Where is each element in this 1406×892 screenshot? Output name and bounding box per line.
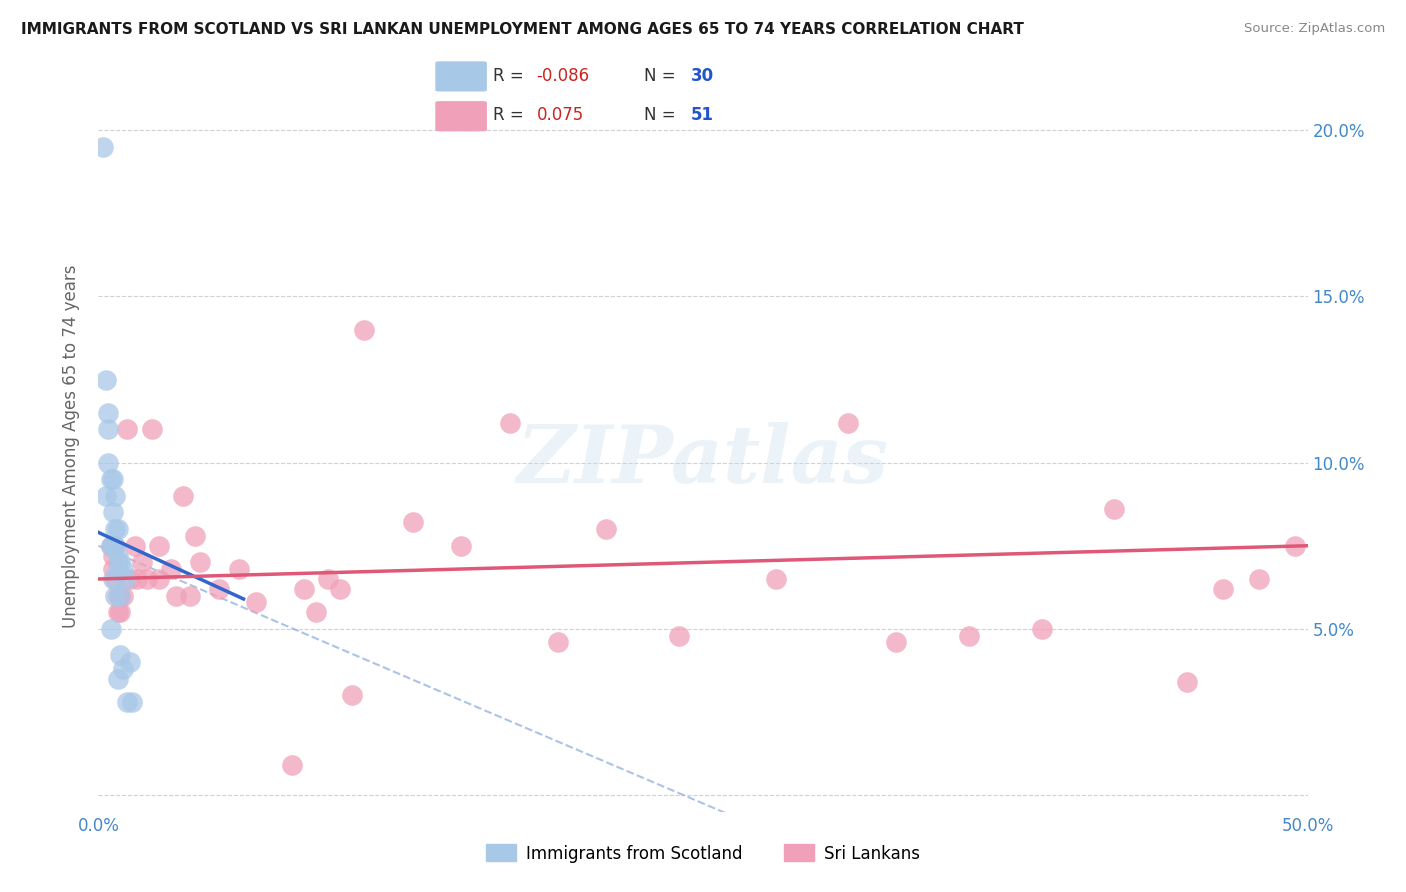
Point [184, 529, 207, 543]
Point [111, 589, 134, 603]
Legend: Immigrants from Scotland, Sri Lankans: Immigrants from Scotland, Sri Lankans [479, 838, 927, 869]
Point [228, 562, 250, 576]
Point [165, 589, 187, 603]
Point [188, 555, 211, 569]
Point [127, 572, 149, 586]
Text: R =: R = [494, 68, 530, 86]
Point [595, 522, 617, 536]
Point [305, 605, 328, 619]
Text: 51: 51 [690, 106, 714, 124]
Point [101, 572, 124, 586]
Point [104, 539, 127, 553]
Point [353, 323, 375, 337]
Text: 0.075: 0.075 [537, 106, 583, 124]
Point [101, 506, 124, 520]
Point [97, 456, 120, 470]
Point [104, 572, 127, 586]
Text: N =: N = [644, 68, 681, 86]
Point [765, 572, 787, 586]
Point [104, 589, 127, 603]
Point [100, 539, 122, 553]
Text: IMMIGRANTS FROM SCOTLAND VS SRI LANKAN UNEMPLOYMENT AMONG AGES 65 TO 74 YEARS CO: IMMIGRANTS FROM SCOTLAND VS SRI LANKAN U… [21, 22, 1024, 37]
Point [97, 406, 120, 420]
Point [104, 539, 127, 553]
Text: 30: 30 [690, 68, 714, 86]
Point [108, 589, 131, 603]
Point [148, 572, 170, 586]
Point [208, 582, 231, 596]
Point [1249, 572, 1271, 586]
Point [117, 695, 139, 709]
Point [108, 648, 131, 663]
Point [316, 572, 339, 586]
FancyBboxPatch shape [436, 62, 486, 91]
Point [1031, 622, 1053, 636]
Point [450, 539, 472, 553]
Point [107, 562, 129, 576]
Point [1102, 502, 1125, 516]
Point [104, 489, 127, 503]
Point [108, 605, 131, 619]
Point [100, 539, 122, 553]
Point [402, 516, 425, 530]
Point [329, 582, 352, 596]
Point [124, 539, 146, 553]
Point [107, 589, 129, 603]
Point [107, 522, 129, 536]
Point [91, 140, 114, 154]
Point [117, 422, 139, 436]
Point [131, 555, 153, 569]
Point [100, 622, 122, 636]
Point [101, 539, 124, 553]
Text: Source: ZipAtlas.com: Source: ZipAtlas.com [1244, 22, 1385, 36]
Text: R =: R = [494, 106, 534, 124]
Point [111, 562, 134, 576]
Point [94, 372, 117, 386]
Point [107, 672, 129, 686]
Point [108, 589, 131, 603]
Point [101, 562, 124, 576]
Text: -0.086: -0.086 [537, 68, 589, 86]
Point [1175, 675, 1198, 690]
Point [94, 489, 117, 503]
Point [141, 422, 163, 436]
Point [135, 572, 157, 586]
Point [107, 549, 129, 563]
Point [114, 572, 136, 586]
Point [111, 662, 134, 676]
Point [121, 695, 143, 709]
Point [100, 472, 122, 486]
Point [160, 562, 183, 576]
Point [118, 655, 141, 669]
Point [1284, 539, 1306, 553]
Point [886, 635, 908, 649]
Point [107, 605, 129, 619]
Y-axis label: Unemployment Among Ages 65 to 74 years: Unemployment Among Ages 65 to 74 years [62, 264, 80, 628]
Point [245, 595, 267, 609]
Point [179, 589, 201, 603]
Point [97, 422, 120, 436]
Point [101, 549, 124, 563]
Point [148, 539, 170, 553]
Point [342, 689, 364, 703]
Point [547, 635, 569, 649]
Text: ZIPatlas: ZIPatlas [517, 422, 889, 500]
Point [118, 572, 141, 586]
Point [281, 758, 304, 772]
Point [498, 416, 520, 430]
Point [108, 555, 131, 569]
FancyBboxPatch shape [436, 102, 486, 130]
Point [101, 472, 124, 486]
Point [1212, 582, 1234, 596]
Point [837, 416, 859, 430]
Point [668, 628, 690, 642]
Text: N =: N = [644, 106, 681, 124]
Point [104, 522, 127, 536]
Point [957, 628, 980, 642]
Point [292, 582, 315, 596]
Point [172, 489, 194, 503]
